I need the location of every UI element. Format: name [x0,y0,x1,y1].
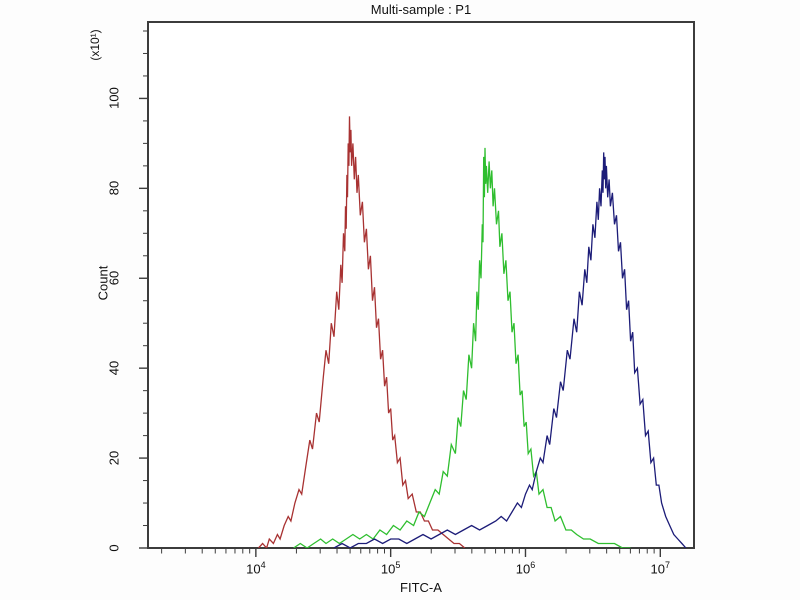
y-tick-label: 20 [106,450,122,466]
chart-title: Multi-sample : P1 [370,2,472,17]
y-tick-label: 80 [106,181,122,196]
x-axis-title: FITC-A [400,580,442,595]
x-tick-label: 105 [380,560,401,577]
axis-ticks [139,30,661,557]
curve-sample-red [258,116,466,548]
y-tick-label: 60 [106,271,122,286]
curve-sample-green [293,147,631,548]
curve-sample-blue [333,152,687,548]
plot-area-border [147,21,695,549]
y-tick-label: 40 [106,360,122,376]
x-tick-label: 107 [650,560,671,577]
y-tick-label: 0 [106,544,122,552]
x-tick-label: 106 [515,560,536,577]
x-tick-label: 104 [246,560,266,577]
y-tick-label: 100 [106,87,122,110]
histogram-curves [258,116,687,548]
